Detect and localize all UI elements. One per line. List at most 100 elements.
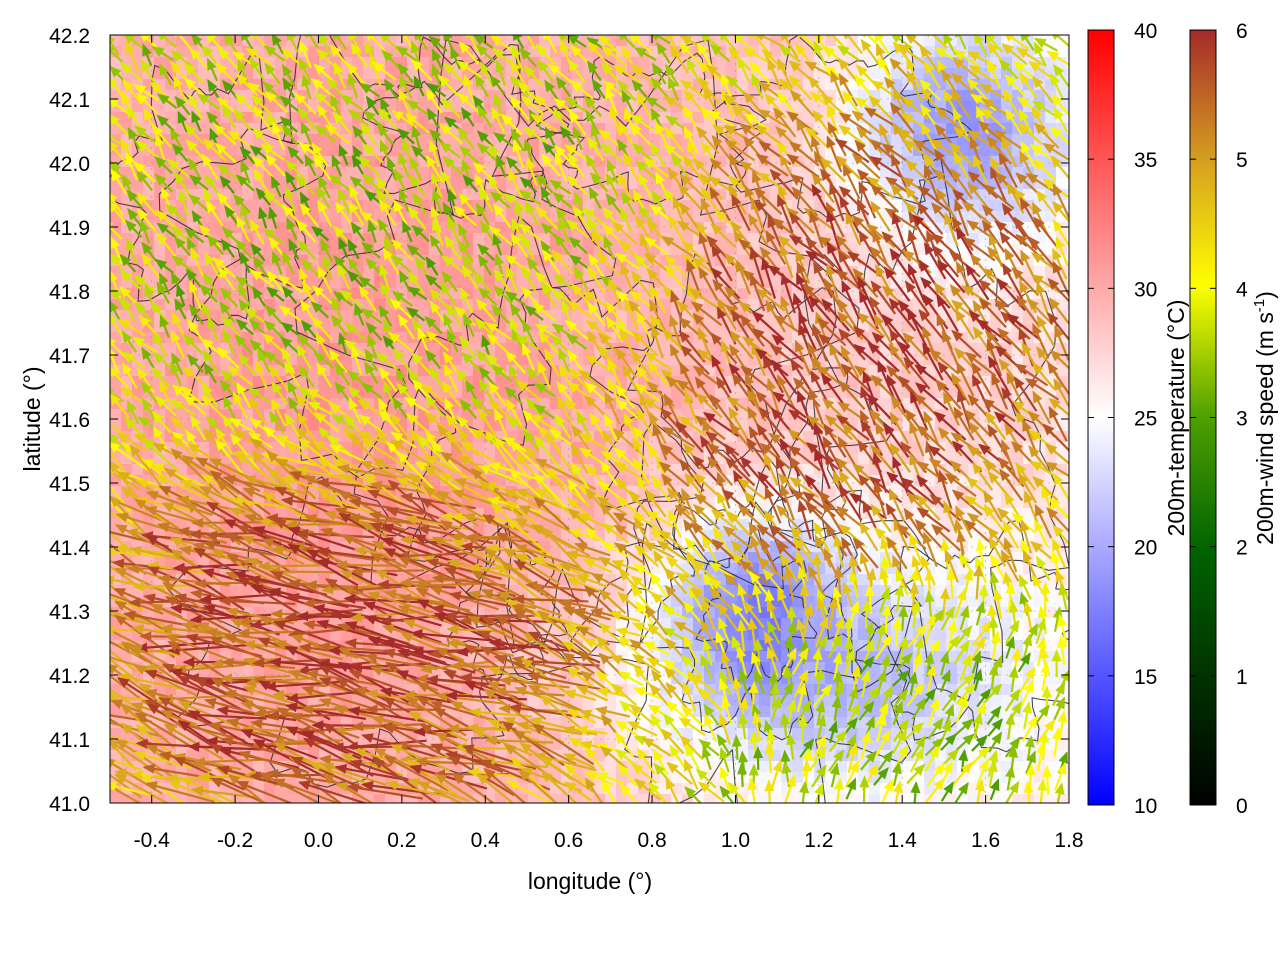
temperature-cell [957,629,969,641]
temperature-cell [495,90,507,102]
temperature-cell [143,420,155,432]
temperature-cell [913,409,925,421]
temperature-cell [264,68,276,80]
temperature-cell [473,134,485,146]
temperature-cell [1034,112,1046,124]
temperature-cell [539,310,551,322]
temperature-cell [660,167,672,179]
temperature-cell [803,420,815,432]
temperature-cell [1067,629,1069,641]
temperature-cell [220,475,232,487]
temperature-cell [880,464,892,476]
temperature-cell [671,574,683,586]
temperature-cell [726,299,738,311]
temperature-cell [429,508,441,520]
temperature-cell [220,112,232,124]
temperature-cell [561,189,573,201]
temperature-cell [880,167,892,179]
temperature-cell [913,266,925,278]
temperature-cell [165,376,177,388]
temperature-cell [429,244,441,256]
temperature-cell [143,299,155,311]
temperature-cell [165,233,177,245]
temperature-cell [132,277,144,289]
temperature-cell [231,321,243,333]
temperature-cell [165,618,177,630]
temperature-cell [330,475,342,487]
temperature-cell [913,244,925,256]
temperature-cell [275,629,287,641]
temperature-cell [803,387,815,399]
temperature-cell [330,266,342,278]
temperature-cell [231,354,243,366]
temperature-cell [121,497,133,509]
temperature-cell [693,420,705,432]
temperature-cell [869,101,881,113]
temperature-cell [176,607,188,619]
temperature-cell [858,112,870,124]
temperature-cell [143,651,155,663]
temperature-cell [209,222,221,234]
temperature-cell [473,343,485,355]
temperature-cell [154,299,166,311]
temperature-cell [253,376,265,388]
temperature-cell [759,35,771,47]
temperature-cell [968,563,980,575]
temperature-cell [429,178,441,190]
temperature-cell [231,79,243,91]
temperature-cell [737,387,749,399]
temperature-cell [924,508,936,520]
temperature-cell [1067,453,1069,465]
temperature-cell [869,134,881,146]
temperature-cell [517,156,529,168]
temperature-cell [616,552,628,564]
temperature-cell [594,112,606,124]
temperature-cell [1056,453,1068,465]
temperature-cell [825,321,837,333]
temperature-cell [682,398,694,410]
temperature-cell [341,332,353,344]
temperature-cell [770,354,782,366]
temperature-cell [297,101,309,113]
temperature-cell [528,387,540,399]
temperature-cell [319,420,331,432]
temperature-cell [451,541,463,553]
temperature-cell [176,519,188,531]
temperature-cell [715,387,727,399]
temperature-cell [528,321,540,333]
temperature-cell [220,354,232,366]
temperature-cell [891,376,903,388]
temperature-cell [1012,101,1024,113]
temperature-cell [1067,90,1069,102]
temperature-cell [1001,222,1013,234]
temperature-cell [605,101,617,113]
temperature-cell [308,68,320,80]
temperature-cell [682,266,694,278]
temperature-cell [946,596,958,608]
temperature-cell [517,277,529,289]
temperature-cell [385,629,397,641]
temperature-cell [1001,530,1013,542]
temperature-cell [264,299,276,311]
temperature-cell [847,288,859,300]
temperature-cell [418,35,430,47]
temperature-cell [935,277,947,289]
temperature-cell [550,354,562,366]
temperature-cell [726,145,738,157]
temperature-cell [649,464,661,476]
temperature-cell [814,398,826,410]
temperature-cell [462,365,474,377]
temperature-cell [693,398,705,410]
temperature-cell [451,585,463,597]
temperature-cell [803,321,815,333]
temperature-cell [363,607,375,619]
temperature-cell [957,321,969,333]
temperature-cell [726,200,738,212]
temperature-cell [792,134,804,146]
temperature-cell [264,475,276,487]
temperature-cell [979,35,991,47]
temperature-cell [759,398,771,410]
temperature-cell [671,475,683,487]
temperature-cell [660,79,672,91]
temperature-cell [583,497,595,509]
